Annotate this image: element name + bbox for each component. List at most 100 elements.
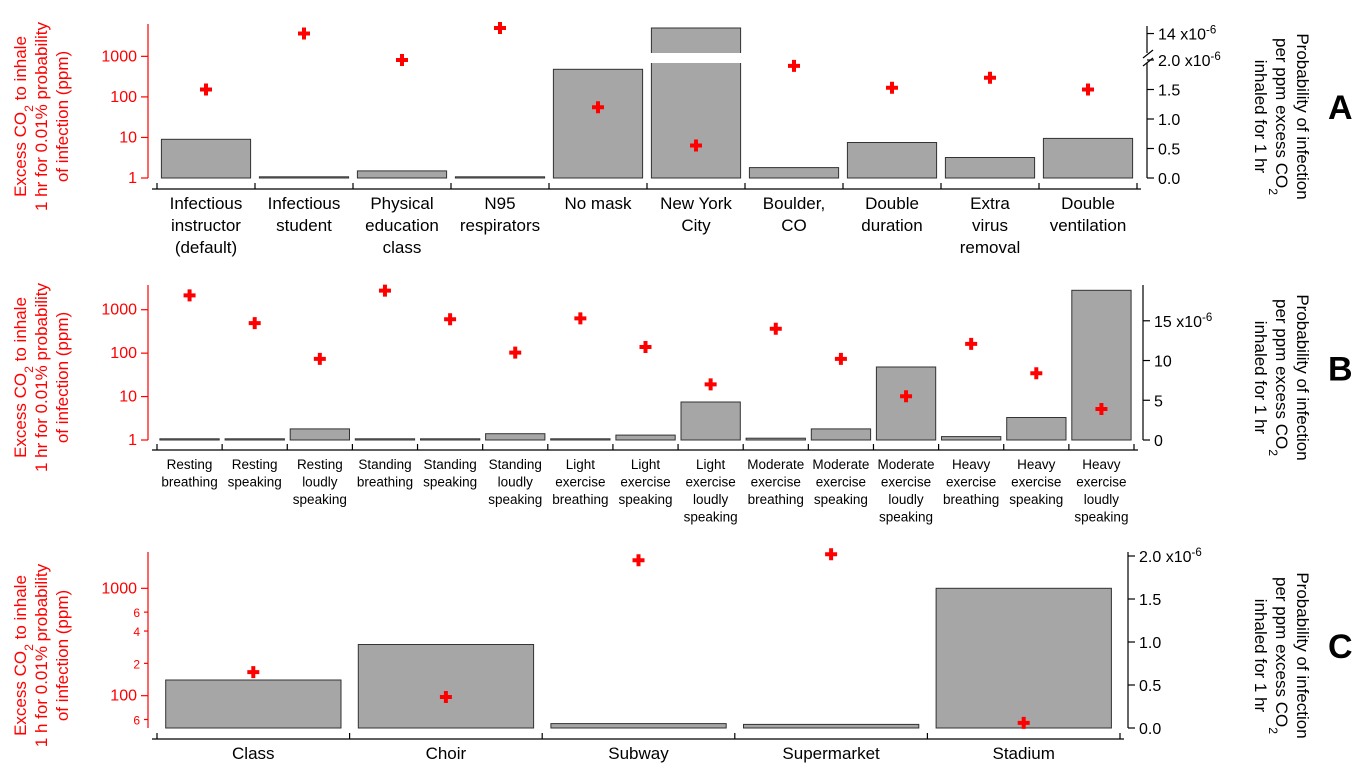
- bar: [680, 401, 741, 441]
- left-tick-label: 100: [110, 345, 137, 362]
- panel-b: 1 10 100 1000 0 5 10 15 x10-6 Resting breathing Re…: [11, 283, 1353, 525]
- data-point-cross: [444, 313, 457, 326]
- bar: [748, 167, 840, 179]
- left-tick-label: 10: [119, 389, 137, 406]
- right-axis-title-line: Probability of infection: [1293, 572, 1312, 738]
- data-point-cross: [704, 378, 717, 391]
- bar: [1042, 137, 1134, 179]
- bar: [420, 438, 481, 441]
- left-tick-label: 1: [128, 432, 137, 449]
- panel-label: A: [1328, 89, 1353, 127]
- left-axis-title-line: Excess CO2 to inhale: [11, 575, 36, 736]
- axis-break-gap: [157, 53, 1151, 63]
- left-tick-label: 100: [110, 89, 137, 106]
- x-tick-label: Choir: [426, 744, 467, 763]
- bar: [224, 438, 285, 441]
- x-tick-label: Stadium: [993, 744, 1055, 763]
- data-point-cross: [396, 54, 408, 66]
- right-tick-label: 0.0: [1139, 721, 1161, 738]
- x-tick-label: Resting breathing: [161, 457, 217, 490]
- data-point-cross: [1082, 83, 1094, 96]
- right-axis-title-line: inhaled for 1 hr: [1251, 599, 1270, 713]
- right-tick-label: 5: [1154, 393, 1163, 410]
- right-axis-title-line: Probability of infection: [1293, 33, 1312, 199]
- x-tick-label: Moderate exercise breathing: [747, 457, 804, 507]
- left-axis-title-line: 1 hr for 0.01% probability: [32, 283, 51, 472]
- left-axis-title-line: of infection (ppm): [53, 51, 72, 182]
- left-axis-title: Excess CO2 to inhale 1 hr for 0.01% proba…: [11, 22, 72, 211]
- left-tick-label: 1000: [101, 580, 137, 597]
- left-axis-title-line: of infection (ppm): [53, 590, 72, 721]
- x-tick-label: Moderate exercise loudly speaking: [878, 457, 935, 525]
- x-tick-label: Infectious instructor (default): [170, 194, 243, 257]
- bar: [875, 366, 937, 441]
- right-tick-label: 0.5: [1158, 142, 1180, 159]
- x-tick-label: Subway: [608, 744, 669, 763]
- data-point-cross: [313, 352, 326, 365]
- data-point-cross: [248, 317, 261, 330]
- left-axis-title-line: of infection (ppm): [53, 312, 72, 443]
- left-axis-title: Excess CO2 to inhale 1 h for 0.01% probab…: [11, 563, 72, 747]
- x-tick-label: Standing speaking: [423, 457, 477, 490]
- left-axis-title-line: Excess CO2 to inhale: [11, 297, 36, 458]
- x-tick-label: Physical education class: [365, 194, 439, 257]
- bar: [550, 723, 727, 729]
- right-tick-label: 1.0: [1158, 112, 1180, 129]
- bar: [810, 428, 872, 441]
- panel-label: C: [1328, 628, 1353, 666]
- bar: [356, 170, 448, 179]
- right-tick-label: 10: [1154, 354, 1172, 371]
- x-tick-label: Standing loudly speaking: [488, 457, 542, 507]
- bar: [550, 438, 611, 441]
- axis-break-mark: [1142, 57, 1154, 67]
- bar: [258, 176, 350, 179]
- bar: [1071, 289, 1132, 441]
- x-tick-label: Standing breathing: [357, 457, 413, 490]
- right-tick-label: 2.0 x10-6: [1158, 51, 1221, 70]
- data-point-cross: [592, 101, 604, 114]
- data-point-cross: [183, 289, 196, 302]
- right-axis-title-line: inhaled for 1 hr: [1251, 60, 1270, 174]
- bar: [552, 68, 644, 179]
- x-tick-label: Class: [232, 744, 275, 763]
- x-tick-label: No mask: [564, 194, 632, 213]
- right-tick-label: 1.5: [1158, 83, 1180, 100]
- panel-c: 6 100 2 4 6 1000 0.0 0.5 1.0 1.5 2.0 x10-6 Class Cho…: [11, 547, 1353, 763]
- x-tick-label: Resting loudly speaking: [293, 457, 347, 507]
- left-tick-label: 100: [110, 688, 137, 705]
- left-tick-label: 1000: [101, 48, 137, 65]
- right-axis-title-line: per ppm excess CO2: [1266, 299, 1291, 456]
- left-tick-label: 4: [133, 625, 140, 639]
- x-tick-label: N95 respirators: [460, 194, 540, 235]
- data-point-cross: [769, 322, 782, 335]
- x-tick-label: Supermarket: [782, 744, 880, 763]
- bar: [743, 723, 920, 729]
- data-point-cross: [247, 666, 260, 679]
- right-tick-label: 1.5: [1139, 592, 1161, 609]
- bar: [160, 138, 252, 179]
- x-tick-label: Boulder, CO: [763, 194, 825, 235]
- bar: [1006, 417, 1067, 441]
- data-point-cross: [574, 312, 587, 325]
- x-tick-label: Light exercise speaking: [618, 457, 672, 507]
- left-axis-title-line: Excess CO2 to inhale: [11, 36, 36, 197]
- data-point-cross: [1095, 403, 1108, 416]
- bar: [165, 679, 342, 729]
- data-point-cross: [509, 346, 522, 359]
- right-axis-title-line: per ppm excess CO2: [1266, 577, 1291, 734]
- left-axis-title-line: 1 h for 0.01% probability: [32, 563, 51, 747]
- data-point-cross: [494, 22, 506, 34]
- data-point-cross: [632, 554, 645, 567]
- data-point-cross: [984, 71, 996, 84]
- data-point-cross: [378, 284, 391, 297]
- bar: [846, 142, 938, 179]
- data-point-cross: [200, 83, 212, 96]
- x-tick-label: Heavy exercise speaking: [1009, 457, 1063, 507]
- bar: [944, 157, 1036, 179]
- right-tick-label: 0.0: [1158, 171, 1180, 188]
- left-tick-label: 6: [133, 606, 140, 620]
- data-point-cross: [788, 59, 800, 72]
